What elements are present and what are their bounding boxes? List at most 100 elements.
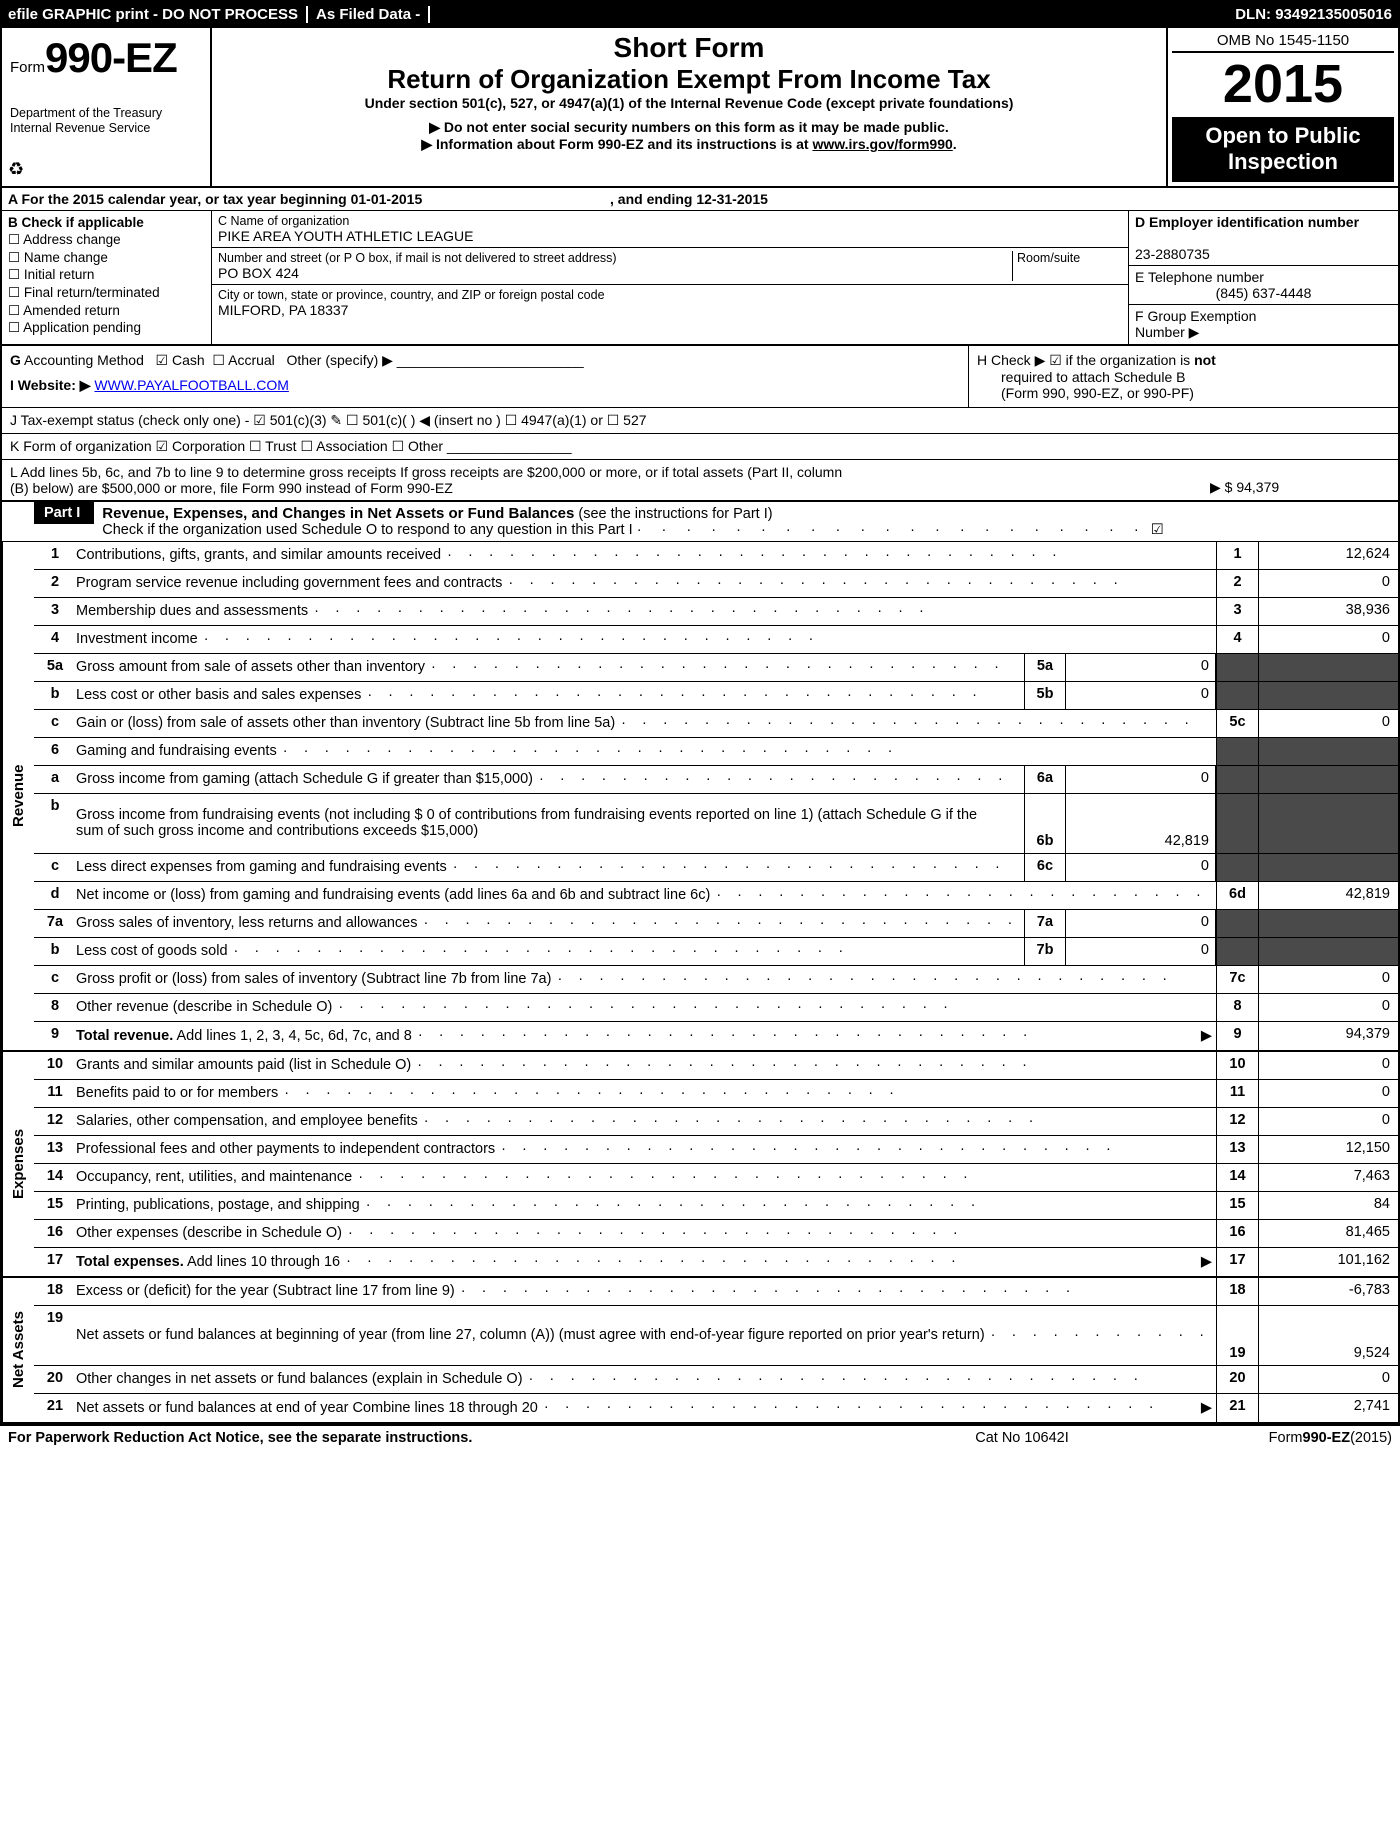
- website-link[interactable]: WWW.PAYALFOOTBALL.COM: [94, 377, 288, 393]
- line-row: 13Professional fees and other payments t…: [34, 1136, 1398, 1164]
- line-g: G Accounting Method ☑ Cash ☐ Accrual Oth…: [10, 352, 960, 369]
- line-row: 10Grants and similar amounts paid (list …: [34, 1052, 1398, 1080]
- line-description: Gross income from gaming (attach Schedul…: [76, 766, 1024, 793]
- line-number: 16: [34, 1220, 76, 1247]
- right-line-number: 2: [1216, 570, 1258, 597]
- part1-checkbox[interactable]: ☑: [1151, 522, 1164, 538]
- right-line-number: 10: [1216, 1052, 1258, 1079]
- line-description: Less cost of goods sold· · · · · · · · ·…: [76, 938, 1024, 965]
- footer-left: For Paperwork Reduction Act Notice, see …: [8, 1430, 872, 1446]
- tel-value: (845) 637-4448: [1135, 285, 1392, 301]
- line-description: Printing, publications, postage, and shi…: [76, 1192, 1216, 1219]
- street-label: Number and street (or P O box, if mail i…: [218, 251, 1012, 265]
- mid-line-number: 6b: [1024, 794, 1066, 853]
- mid-line-value: 42,819: [1066, 794, 1216, 853]
- arrow-icon: ▶: [1201, 1028, 1212, 1044]
- checkbox-item[interactable]: ☐ Name change: [8, 249, 205, 267]
- line-description: Net assets or fund balances at beginning…: [76, 1306, 1216, 1365]
- right-line-value: 0: [1258, 710, 1398, 737]
- gray-cell: [1216, 738, 1258, 765]
- mid-line-number: 5b: [1024, 682, 1066, 709]
- checkbox-item[interactable]: ☐ Amended return: [8, 302, 205, 320]
- part1-header: Part I Revenue, Expenses, and Changes in…: [0, 502, 1400, 542]
- form-prefix: Form: [10, 59, 45, 76]
- right-line-value: 101,162: [1258, 1248, 1398, 1276]
- right-line-value: 0: [1258, 1108, 1398, 1135]
- header-arrow1: ▶ Do not enter social security numbers o…: [220, 119, 1158, 136]
- line-row: 11Benefits paid to or for members· · · ·…: [34, 1080, 1398, 1108]
- footer-catno: Cat No 10642I: [872, 1430, 1172, 1446]
- right-line-value: 9,524: [1258, 1306, 1398, 1365]
- line-number: c: [34, 854, 76, 881]
- line-row: 2Program service revenue including gover…: [34, 570, 1398, 598]
- line-row: 1Contributions, gifts, grants, and simil…: [34, 542, 1398, 570]
- irs-link[interactable]: www.irs.gov/form990: [812, 136, 952, 152]
- line-number: 8: [34, 994, 76, 1021]
- line-number: 12: [34, 1108, 76, 1135]
- line-row: 3Membership dues and assessments· · · · …: [34, 598, 1398, 626]
- line-row: 14Occupancy, rent, utilities, and mainte…: [34, 1164, 1398, 1192]
- tax-year: 2015: [1172, 53, 1394, 111]
- header-arrow2: ▶ Information about Form 990-EZ and its …: [220, 136, 1158, 153]
- line-description: Salaries, other compensation, and employ…: [76, 1108, 1216, 1135]
- line-row: 9Total revenue. Add lines 1, 2, 3, 4, 5c…: [34, 1022, 1398, 1050]
- checkbox-item[interactable]: ☐ Initial return: [8, 266, 205, 284]
- right-line-value: 0: [1258, 1052, 1398, 1079]
- line-number: 14: [34, 1164, 76, 1191]
- gray-cell: [1216, 654, 1258, 681]
- name-label: C Name of organization: [218, 214, 1122, 228]
- line-description: Professional fees and other payments to …: [76, 1136, 1216, 1163]
- line-number: 7a: [34, 910, 76, 937]
- right-line-number: 13: [1216, 1136, 1258, 1163]
- gray-cell: [1258, 910, 1398, 937]
- form-header: Form990-EZ ♻ Department of the Treasury …: [0, 28, 1400, 188]
- line-k: K Form of organization ☑ Corporation ☐ T…: [0, 434, 1400, 460]
- footer-right: Form990-EZ(2015): [1172, 1430, 1392, 1446]
- line-row: 18Excess or (deficit) for the year (Subt…: [34, 1278, 1398, 1306]
- line-row: cGross profit or (loss) from sales of in…: [34, 966, 1398, 994]
- line-description: Grants and similar amounts paid (list in…: [76, 1052, 1216, 1079]
- right-line-number: 17: [1216, 1248, 1258, 1276]
- arrow2-post: .: [953, 136, 957, 152]
- line-description: Total expenses. Add lines 10 through 16·…: [76, 1248, 1216, 1276]
- line-number: 15: [34, 1192, 76, 1219]
- line-number: 6: [34, 738, 76, 765]
- arrow-icon: ▶: [1201, 1254, 1212, 1270]
- line-description: Net assets or fund balances at end of ye…: [76, 1394, 1216, 1422]
- right-line-value: 2,741: [1258, 1394, 1398, 1422]
- gray-cell: [1216, 938, 1258, 965]
- right-line-value: 0: [1258, 966, 1398, 993]
- right-line-number: 6d: [1216, 882, 1258, 909]
- line-row: cLess direct expenses from gaming and fu…: [34, 854, 1398, 882]
- ein-label: D Employer identification number: [1135, 214, 1359, 230]
- line-description: Less direct expenses from gaming and fun…: [76, 854, 1024, 881]
- line-number: 4: [34, 626, 76, 653]
- line-number: c: [34, 710, 76, 737]
- mid-line-value: 0: [1066, 854, 1216, 881]
- line-description: Other revenue (describe in Schedule O)· …: [76, 994, 1216, 1021]
- line-number: 5a: [34, 654, 76, 681]
- revenue-label: Revenue: [2, 542, 34, 1050]
- checkbox-item[interactable]: ☐ Address change: [8, 231, 205, 249]
- line-number: a: [34, 766, 76, 793]
- right-line-value: 94,379: [1258, 1022, 1398, 1050]
- checkbox-item[interactable]: ☐ Application pending: [8, 319, 205, 337]
- checkbox-item[interactable]: ☐ Final return/terminated: [8, 284, 205, 302]
- gray-cell: [1258, 654, 1398, 681]
- mid-line-number: 6c: [1024, 854, 1066, 881]
- gray-cell: [1216, 854, 1258, 881]
- line-h: H Check ▶ ☑ if the organization is not r…: [968, 346, 1398, 407]
- netassets-section: Net Assets 18Excess or (deficit) for the…: [0, 1278, 1400, 1424]
- line-description: Contributions, gifts, grants, and simila…: [76, 542, 1216, 569]
- line-description: Other expenses (describe in Schedule O)·…: [76, 1220, 1216, 1247]
- line-l: L Add lines 5b, 6c, and 7b to line 9 to …: [0, 460, 1400, 502]
- org-street: PO BOX 424: [218, 265, 299, 281]
- gray-cell: [1216, 794, 1258, 853]
- gh-row: G Accounting Method ☑ Cash ☐ Accrual Oth…: [0, 346, 1400, 408]
- revenue-table: 1Contributions, gifts, grants, and simil…: [34, 542, 1398, 1050]
- revenue-section: Revenue 1Contributions, gifts, grants, a…: [0, 542, 1400, 1052]
- page-footer: For Paperwork Reduction Act Notice, see …: [0, 1424, 1400, 1446]
- expenses-table: 10Grants and similar amounts paid (list …: [34, 1052, 1398, 1276]
- topbar-left: efile GRAPHIC print - DO NOT PROCESS: [0, 6, 308, 23]
- line-description: Less cost or other basis and sales expen…: [76, 682, 1024, 709]
